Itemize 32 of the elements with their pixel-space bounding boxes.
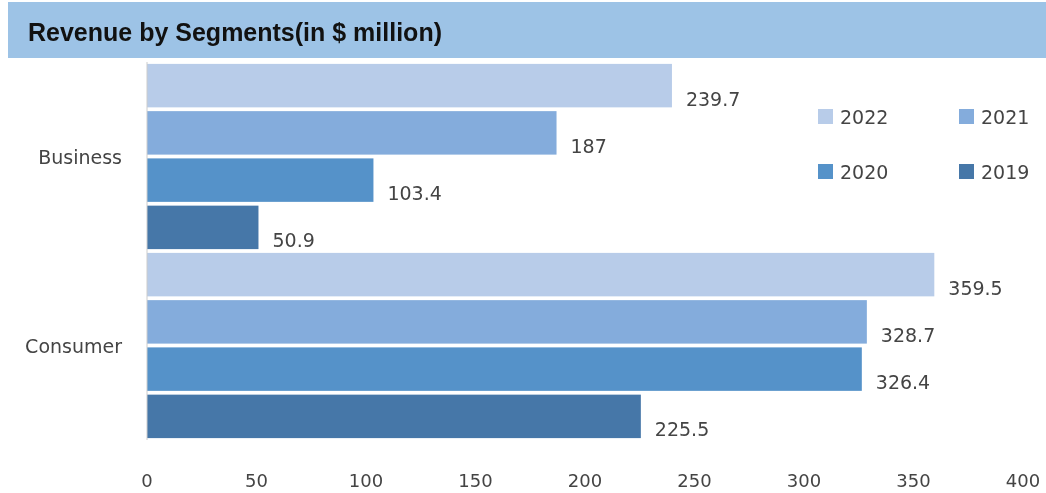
- bar: [147, 394, 641, 439]
- data-label: 328.7: [880, 323, 936, 346]
- y-tick-label: Consumer: [25, 334, 123, 357]
- data-label: 187: [570, 134, 607, 157]
- x-tick-label: 50: [245, 470, 268, 491]
- data-label: 103.4: [387, 182, 442, 205]
- x-tick-label: 350: [896, 470, 931, 491]
- legend-label: 2019: [981, 161, 1030, 183]
- y-tick-label: Business: [38, 145, 122, 168]
- x-tick-label: 400: [1005, 470, 1041, 491]
- data-label: 225.5: [654, 418, 710, 441]
- bar: [147, 158, 374, 202]
- x-tick-label: 250: [677, 470, 712, 491]
- bar: [147, 205, 259, 250]
- bar: [147, 347, 862, 391]
- x-tick-label: 150: [458, 470, 493, 491]
- x-tick-label: 100: [348, 470, 384, 491]
- data-label: 326.4: [875, 371, 931, 394]
- data-label: 50.9: [272, 229, 315, 252]
- legend-label: 2022: [840, 106, 889, 128]
- x-tick-label: 0: [141, 470, 153, 491]
- bar: [147, 252, 935, 297]
- x-tick-label: 300: [786, 470, 822, 491]
- chart-title: Revenue by Segments(in $ million): [28, 18, 442, 46]
- bar: [147, 300, 867, 344]
- data-label: 239.7: [685, 87, 741, 110]
- legend-label: 2021: [981, 106, 1030, 128]
- data-label: 359.5: [948, 276, 1003, 299]
- legend-label: 2020: [840, 161, 889, 183]
- bar: [147, 111, 557, 155]
- bar: [147, 63, 672, 108]
- x-tick-label: 200: [567, 470, 603, 491]
